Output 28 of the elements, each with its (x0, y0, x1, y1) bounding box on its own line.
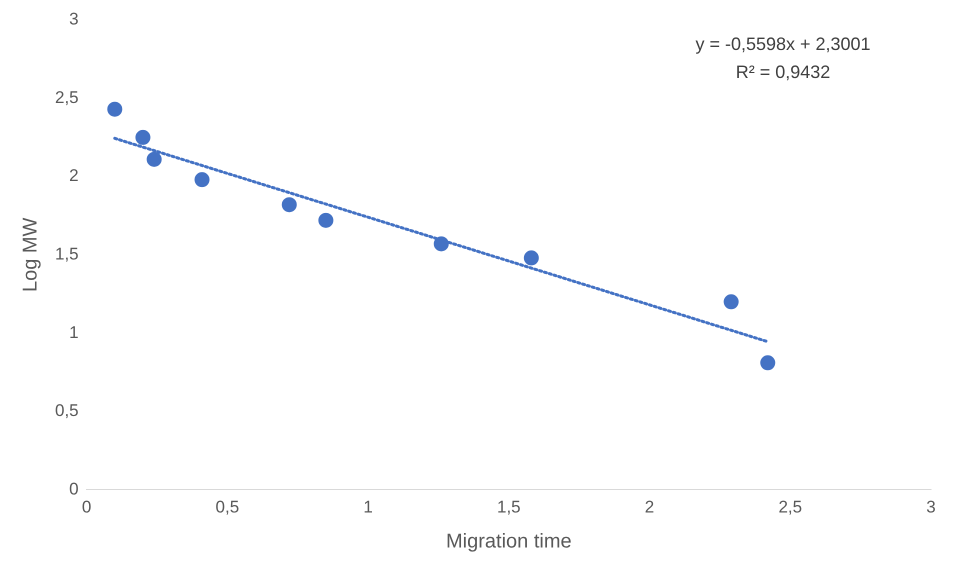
point (724, 294, 739, 310)
point (434, 236, 449, 252)
x-tick-label: 0,5 (216, 497, 240, 516)
point (107, 102, 122, 117)
x-tick-label: 1,5 (496, 497, 521, 516)
y-tick-label: 1 (69, 322, 79, 342)
y-tick-label: 3 (69, 10, 79, 29)
x-tick-label: 1 (363, 497, 373, 516)
annotation: y = -0,5598x + 2,3001 (695, 34, 871, 54)
x-tick-label: 2 (644, 497, 654, 516)
point (135, 130, 150, 145)
x-tick-label: 2,5 (778, 497, 802, 516)
x-tick-label: 0 (82, 497, 92, 516)
y-tick-label: 1,5 (54, 244, 79, 264)
point (318, 212, 334, 228)
point (760, 355, 776, 370)
y-tick-label: 2,5 (54, 88, 79, 107)
annotation: R² = 0,9432 (736, 62, 830, 82)
y-tick-label: 0,5 (54, 401, 79, 420)
x-axis-title: Migration time (446, 530, 572, 553)
point (194, 172, 210, 188)
point (146, 152, 162, 167)
point (524, 250, 539, 266)
x-tick-label: 3 (926, 497, 936, 516)
y-tick-label: 2 (69, 166, 79, 186)
point (282, 197, 297, 212)
y-tick-label: 0 (69, 479, 79, 498)
y-axis-title: Log MW (20, 217, 42, 292)
